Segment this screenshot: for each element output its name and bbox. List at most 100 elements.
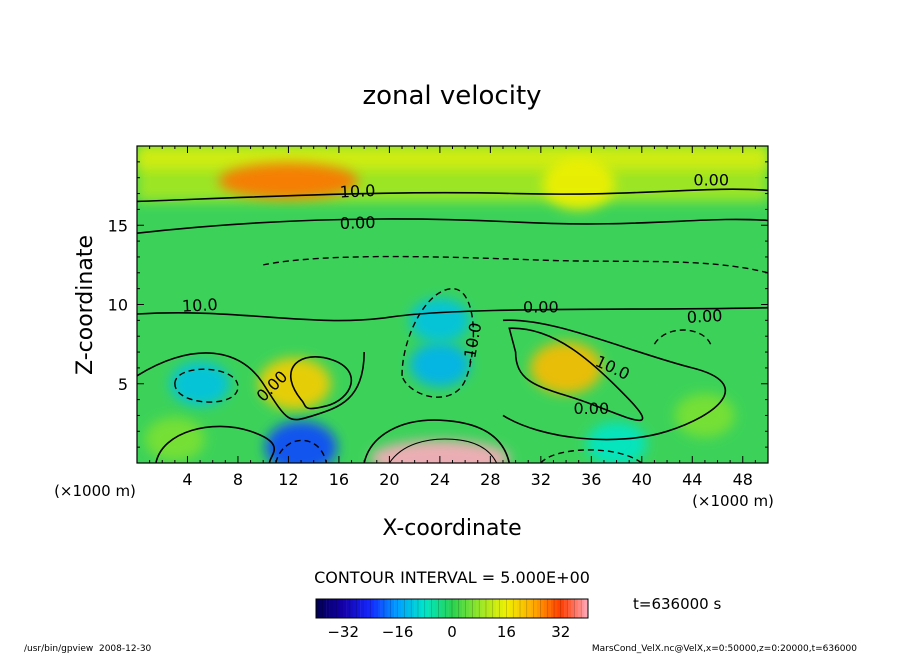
colorbar-cell — [428, 599, 432, 618]
footer-right: MarsCond_VelX.nc@VelX,x=0:50000,z=0:2000… — [592, 644, 857, 654]
colorbar-cell — [547, 599, 551, 618]
colorbar-cell — [526, 599, 531, 618]
contour-line-negative — [275, 439, 327, 463]
y-tick-label: 10 — [108, 296, 128, 315]
colorbar-cell — [441, 599, 446, 618]
colorbar-cell — [394, 599, 398, 618]
field-feature — [409, 342, 470, 387]
x-tick-label: 36 — [581, 470, 601, 489]
colorbar-cell — [571, 599, 575, 618]
contour-value-label: 0.00 — [340, 213, 376, 233]
contour-line-negative — [174, 368, 239, 403]
contour-value-label: 0.00 — [686, 306, 723, 327]
contour-line — [508, 327, 644, 422]
colorbar-cell — [336, 599, 340, 618]
colorbar-tick-label: −16 — [382, 623, 414, 641]
contour-line — [155, 425, 275, 463]
colorbar-cell — [520, 599, 524, 618]
colorbar-cell — [554, 599, 558, 618]
colorbar-cell — [407, 599, 412, 618]
x-tick-label: 16 — [329, 470, 349, 489]
field-feature — [218, 162, 359, 199]
top-band-core — [137, 146, 768, 170]
field-feature — [409, 298, 470, 343]
colorbar-cell — [503, 599, 507, 618]
colorbar-cell — [384, 599, 388, 618]
colorbar-cell — [401, 599, 405, 618]
colorbar-cell — [472, 599, 476, 618]
colorbar-cell — [435, 599, 439, 618]
colorbar-cell — [431, 599, 436, 618]
colorbar-cell — [452, 599, 456, 618]
colorbar-tick-label: 0 — [447, 623, 457, 641]
x-tick-label: 4 — [182, 470, 192, 489]
x-tick-label: 8 — [233, 470, 243, 489]
colorbar-cell — [319, 599, 323, 618]
colorbar-cell — [458, 599, 463, 618]
colorbar-cell — [550, 599, 555, 618]
contour-line — [502, 319, 727, 441]
x-tick-label: 28 — [480, 470, 500, 489]
colorbar-cell — [564, 599, 568, 618]
colorbar-cell — [486, 599, 490, 618]
colorbar-cell — [499, 599, 504, 618]
contour-value-label: 0.00 — [693, 171, 729, 190]
colorbar-cell — [414, 599, 419, 618]
colorbar-frame — [315, 598, 589, 619]
colorbar-cell — [363, 599, 368, 618]
y-axis-label: Z-coordinate — [73, 235, 98, 375]
contour-line-negative — [653, 329, 712, 346]
colorbar-cell — [574, 599, 578, 618]
contour-line — [388, 438, 498, 463]
colorbar-cell — [367, 599, 371, 618]
colorbar-cell — [356, 599, 361, 618]
colorbar-cell — [360, 599, 364, 618]
colorbar-cell — [448, 599, 453, 618]
x-tick-label: 44 — [682, 470, 702, 489]
colorbar-cell — [316, 599, 320, 618]
x-tick-label: 12 — [278, 470, 298, 489]
colorbar-cell — [577, 599, 582, 618]
x-tick-label: 20 — [379, 470, 399, 489]
colorbar-cell — [513, 599, 517, 618]
contour-line — [137, 306, 768, 322]
colorbar-cell — [530, 599, 534, 618]
contour-value-label: 0.00 — [523, 297, 559, 316]
colorbar-cell — [418, 599, 422, 618]
x-left-unit-label: (×1000 m) — [54, 482, 136, 500]
colorbar-cell — [350, 599, 354, 618]
colorbar-tick-label: 16 — [497, 623, 516, 641]
colorbar-cell — [469, 599, 473, 618]
colorbar-cell — [543, 599, 548, 618]
contour-line-negative — [263, 255, 768, 274]
colorbar-cell — [438, 599, 442, 618]
colorbar-cell — [387, 599, 391, 618]
colorbar-cell — [462, 599, 466, 618]
colorbar-cell — [445, 599, 449, 618]
colorbar-cell — [411, 599, 415, 618]
contour-line — [137, 218, 768, 234]
colorbar-cell — [567, 599, 572, 618]
colorbar-cell — [353, 599, 357, 618]
field-feature — [530, 341, 603, 394]
y-axis-ticks: 5 10 15 — [108, 161, 768, 448]
colorbar-cell — [390, 599, 395, 618]
colorbar-cell — [380, 599, 385, 618]
contour-line — [289, 356, 353, 410]
chart-title: zonal velocity — [362, 81, 541, 111]
contour-value-label: 0.00 — [574, 399, 610, 418]
colorbar-cell — [581, 599, 585, 618]
colorbar-cell — [343, 599, 347, 618]
y-tick-label: 5 — [118, 375, 128, 394]
contour-line — [137, 352, 365, 421]
contour-value-label: 10.0 — [339, 181, 376, 202]
x-axis-ticks: 4 8 12 16 20 24 28 32 36 40 44 48 — [149, 146, 756, 489]
colorbar: −32 −16 0 16 32 — [315, 598, 589, 641]
colorbar-cell — [455, 599, 459, 618]
contour-lines — [137, 188, 768, 463]
field-feature — [542, 158, 615, 211]
x-tick-label: 24 — [430, 470, 450, 489]
colorbar-cell — [540, 599, 544, 618]
colorbar-cell — [479, 599, 483, 618]
